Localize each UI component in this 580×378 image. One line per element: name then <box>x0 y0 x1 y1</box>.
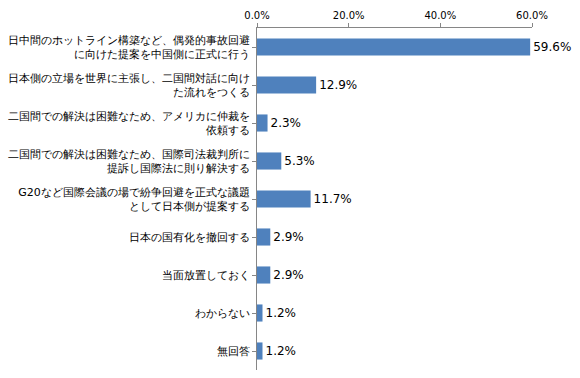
svg-text:1.2%: 1.2% <box>266 306 297 320</box>
svg-text:5.3%: 5.3% <box>284 154 315 168</box>
svg-text:日本側の立場を世界に主張し、二国間対話に向けた流れをつくる: 日本側の立場を世界に主張し、二国間対話に向けた流れをつくる <box>8 72 250 99</box>
svg-text:二国間での解決は困難なため、アメリカに仲裁を依頼する: 二国間での解決は困難なため、アメリカに仲裁を依頼する <box>8 110 250 137</box>
svg-text:20.0%: 20.0% <box>333 10 365 21</box>
svg-text:わからない: わからない <box>195 307 250 320</box>
svg-text:11.7%: 11.7% <box>314 192 352 206</box>
svg-text:60.0%: 60.0% <box>516 10 548 21</box>
svg-text:日本の国有化を撤回する: 日本の国有化を撤回する <box>129 231 250 244</box>
svg-text:2.9%: 2.9% <box>273 230 304 244</box>
svg-text:2.3%: 2.3% <box>271 116 302 130</box>
svg-text:0.0%: 0.0% <box>244 10 269 21</box>
svg-text:40.0%: 40.0% <box>424 10 456 21</box>
svg-text:12.9%: 12.9% <box>319 78 357 92</box>
svg-text:2.9%: 2.9% <box>273 268 304 282</box>
svg-text:1.2%: 1.2% <box>266 344 297 358</box>
svg-text:59.6%: 59.6% <box>533 40 571 54</box>
svg-text:当面放置しておく: 当面放置しておく <box>162 269 250 282</box>
svg-text:日中間のホットライン構築など、偶発的事故回避に向けた提案を中: 日中間のホットライン構築など、偶発的事故回避に向けた提案を中国側に正式に行う <box>8 34 250 61</box>
svg-text:二国間での解決は困難なため、国際司法裁判所に提訴し国際法に則: 二国間での解決は困難なため、国際司法裁判所に提訴し国際法に則り解決する <box>8 148 250 175</box>
svg-text:無回答: 無回答 <box>217 345 250 358</box>
svg-text:G20など国際会議の場で紛争回避を正式な議題として日本側が提: G20など国際会議の場で紛争回避を正式な議題として日本側が提案する <box>18 186 250 213</box>
